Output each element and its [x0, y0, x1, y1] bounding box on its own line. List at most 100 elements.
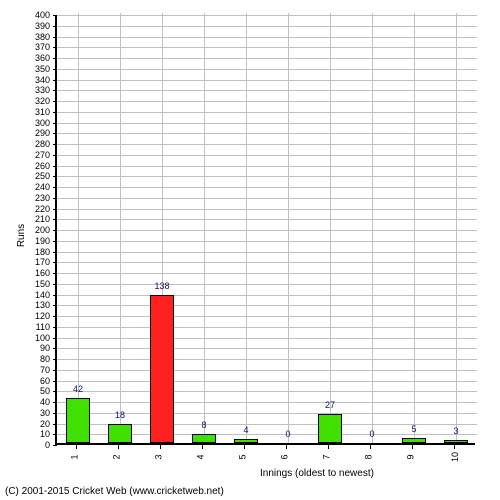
- y-tick-label: 380: [20, 32, 50, 42]
- y-tick: [53, 434, 57, 435]
- y-tick: [53, 144, 57, 145]
- y-tick-label: 120: [20, 311, 50, 321]
- x-tick: [370, 445, 371, 449]
- gridline-v: [204, 13, 205, 443]
- y-tick: [53, 90, 57, 91]
- y-tick-label: 310: [20, 107, 50, 117]
- y-tick: [53, 26, 57, 27]
- y-tick-label: 80: [20, 354, 50, 364]
- gridline-v: [246, 13, 247, 443]
- bar-value-label: 3: [453, 426, 458, 436]
- y-tick: [53, 359, 57, 360]
- y-tick-label: 40: [20, 397, 50, 407]
- y-tick: [53, 316, 57, 317]
- y-tick-label: 150: [20, 279, 50, 289]
- x-tick: [202, 445, 203, 449]
- y-tick: [53, 284, 57, 285]
- y-tick-label: 330: [20, 85, 50, 95]
- y-tick-label: 70: [20, 365, 50, 375]
- y-tick-label: 230: [20, 193, 50, 203]
- y-tick-label: 350: [20, 64, 50, 74]
- y-tick: [53, 391, 57, 392]
- y-tick-label: 170: [20, 257, 50, 267]
- y-tick: [53, 155, 57, 156]
- bar-value-label: 42: [73, 384, 83, 394]
- x-tick: [328, 445, 329, 449]
- y-tick: [53, 187, 57, 188]
- x-tick: [454, 445, 455, 449]
- y-tick-label: 90: [20, 343, 50, 353]
- y-tick: [53, 209, 57, 210]
- x-tick-label: 2: [112, 454, 122, 459]
- bar-value-label: 8: [201, 420, 206, 430]
- y-tick-label: 110: [20, 322, 50, 332]
- y-tick: [53, 133, 57, 134]
- y-tick: [53, 424, 57, 425]
- y-tick-label: 400: [20, 10, 50, 20]
- y-tick: [53, 252, 57, 253]
- x-tick: [244, 445, 245, 449]
- y-tick: [53, 15, 57, 16]
- x-tick-label: 3: [154, 454, 164, 459]
- y-tick-label: 140: [20, 290, 50, 300]
- y-tick: [53, 80, 57, 81]
- bar: [150, 295, 173, 443]
- x-tick-label: 6: [280, 454, 290, 459]
- y-tick: [53, 327, 57, 328]
- x-tick-label: 1: [70, 454, 80, 459]
- bar-value-label: 0: [369, 429, 374, 439]
- bar: [234, 439, 257, 443]
- y-tick-label: 190: [20, 236, 50, 246]
- bar: [402, 438, 425, 443]
- y-tick: [53, 295, 57, 296]
- bar-value-label: 5: [411, 424, 416, 434]
- y-tick-label: 50: [20, 386, 50, 396]
- x-tick-label: 10: [450, 452, 460, 462]
- y-tick-label: 200: [20, 225, 50, 235]
- y-tick: [53, 262, 57, 263]
- x-tick: [160, 445, 161, 449]
- y-tick-label: 30: [20, 408, 50, 418]
- x-tick-label: 4: [196, 454, 206, 459]
- y-tick-label: 180: [20, 247, 50, 257]
- x-tick: [286, 445, 287, 449]
- y-tick: [53, 273, 57, 274]
- y-tick-label: 100: [20, 333, 50, 343]
- y-tick: [53, 413, 57, 414]
- y-tick-label: 0: [20, 440, 50, 450]
- bar: [108, 424, 131, 443]
- y-tick-label: 20: [20, 419, 50, 429]
- bar: [444, 440, 467, 443]
- y-tick-label: 260: [20, 161, 50, 171]
- x-tick-label: 8: [364, 454, 374, 459]
- bar-value-label: 0: [285, 429, 290, 439]
- y-tick-label: 240: [20, 182, 50, 192]
- y-tick: [53, 58, 57, 59]
- y-tick-label: 390: [20, 21, 50, 31]
- y-tick: [53, 37, 57, 38]
- gridline-v: [456, 13, 457, 443]
- copyright-text: (C) 2001-2015 Cricket Web (www.cricketwe…: [5, 486, 224, 497]
- y-tick: [53, 219, 57, 220]
- y-tick: [53, 47, 57, 48]
- y-tick-label: 220: [20, 204, 50, 214]
- y-tick: [53, 176, 57, 177]
- y-tick-label: 130: [20, 300, 50, 310]
- y-tick-label: 300: [20, 118, 50, 128]
- gridline-v: [330, 13, 331, 443]
- y-tick: [53, 348, 57, 349]
- y-tick: [53, 305, 57, 306]
- bar: [66, 398, 89, 443]
- y-tick: [53, 402, 57, 403]
- y-tick-label: 280: [20, 139, 50, 149]
- bar: [192, 434, 215, 443]
- x-tick: [412, 445, 413, 449]
- gridline-v: [120, 13, 121, 443]
- gridline-v: [288, 13, 289, 443]
- x-tick-label: 5: [238, 454, 248, 459]
- y-tick: [53, 370, 57, 371]
- gridline-v: [78, 13, 79, 443]
- x-axis-title: Innings (oldest to newest): [260, 468, 374, 479]
- y-tick: [53, 166, 57, 167]
- chart-area: 421813884027053: [55, 15, 475, 445]
